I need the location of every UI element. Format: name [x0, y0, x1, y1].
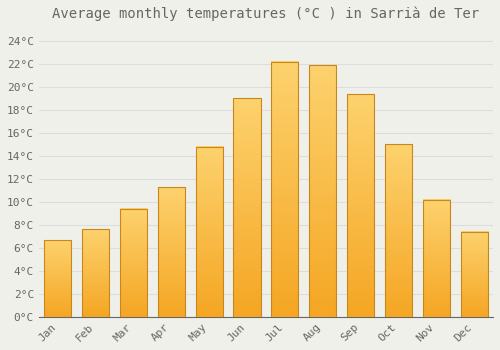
Bar	[158, 187, 185, 317]
Bar	[385, 145, 412, 317]
Bar	[82, 230, 109, 317]
Bar	[120, 209, 147, 317]
Bar	[460, 232, 488, 317]
Bar	[234, 98, 260, 317]
Bar	[196, 147, 223, 317]
Bar	[44, 240, 72, 317]
Bar	[271, 62, 298, 317]
Bar	[309, 65, 336, 317]
Bar	[422, 199, 450, 317]
Title: Average monthly temperatures (°C ) in Sarrià de Ter: Average monthly temperatures (°C ) in Sa…	[52, 7, 480, 21]
Bar	[347, 94, 374, 317]
